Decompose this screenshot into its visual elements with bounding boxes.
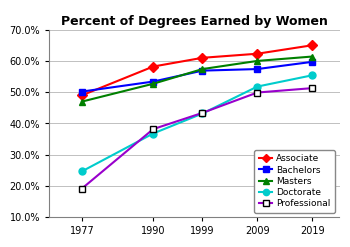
Title: Percent of Degrees Earned by Women: Percent of Degrees Earned by Women <box>61 16 328 28</box>
Associate <box>80 94 84 97</box>
Professional <box>200 111 204 114</box>
Doctorate <box>80 170 84 173</box>
Masters <box>200 68 204 71</box>
Masters <box>310 55 314 58</box>
Professional <box>255 91 259 94</box>
Masters <box>151 82 155 85</box>
Professional <box>151 128 155 131</box>
Bachelors <box>151 80 155 83</box>
Legend: Associate, Bachelors, Masters, Doctorate, Professional: Associate, Bachelors, Masters, Doctorate… <box>254 150 335 213</box>
Associate <box>310 44 314 47</box>
Line: Doctorate: Doctorate <box>78 72 316 175</box>
Line: Masters: Masters <box>78 53 316 105</box>
Associate <box>200 56 204 59</box>
Bachelors <box>255 68 259 71</box>
Line: Bachelors: Bachelors <box>78 58 316 95</box>
Doctorate <box>310 74 314 77</box>
Masters <box>255 60 259 62</box>
Associate <box>151 65 155 68</box>
Masters <box>80 100 84 103</box>
Professional <box>80 187 84 190</box>
Doctorate <box>200 112 204 115</box>
Professional <box>310 87 314 90</box>
Bachelors <box>310 60 314 63</box>
Doctorate <box>151 132 155 135</box>
Doctorate <box>255 85 259 88</box>
Bachelors <box>80 90 84 93</box>
Bachelors <box>200 69 204 72</box>
Line: Professional: Professional <box>78 85 316 192</box>
Line: Associate: Associate <box>78 42 316 99</box>
Associate <box>255 52 259 55</box>
